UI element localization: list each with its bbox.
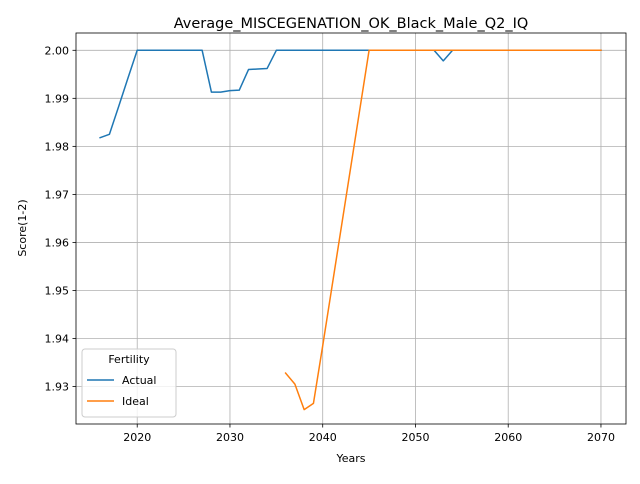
x-tick-label: 2070 [587,431,615,444]
legend-label-actual: Actual [122,374,156,387]
y-tick-label: 1.93 [45,381,70,394]
x-tick-label: 2030 [216,431,244,444]
y-tick-label: 1.97 [45,188,70,201]
series-line-ideal [284,49,602,411]
grid-layer [76,33,626,424]
series-layer [99,49,602,411]
tick-layer: 2020 2030 2040 2050 2060 2070 1.93 1.94 1.95 1.96… [45,44,615,444]
y-axis-label: Score(1-2) [16,199,29,256]
y-tick-label: 1.94 [45,332,70,345]
x-tick-label: 2020 [123,431,151,444]
y-tick-label: 1.95 [45,284,70,297]
x-tick-label: 2050 [401,431,429,444]
y-tick-label: 2.00 [45,44,70,57]
y-tick-label: 1.99 [45,92,70,105]
y-tick-label: 1.96 [45,236,70,249]
x-tick-label: 2060 [494,431,522,444]
legend-label-ideal: Ideal [122,395,149,408]
y-tick-label: 1.98 [45,140,70,153]
chart-title: Average_MISCEGENATION_OK_Black_Male_Q2_I… [174,16,529,32]
x-axis-label: Years [335,452,365,465]
legend-box [81,348,177,418]
legend: Fertility Actual Ideal [81,348,177,418]
x-tick-label: 2040 [309,431,337,444]
plot-frame [75,32,627,425]
legend-title: Fertility [108,353,150,366]
